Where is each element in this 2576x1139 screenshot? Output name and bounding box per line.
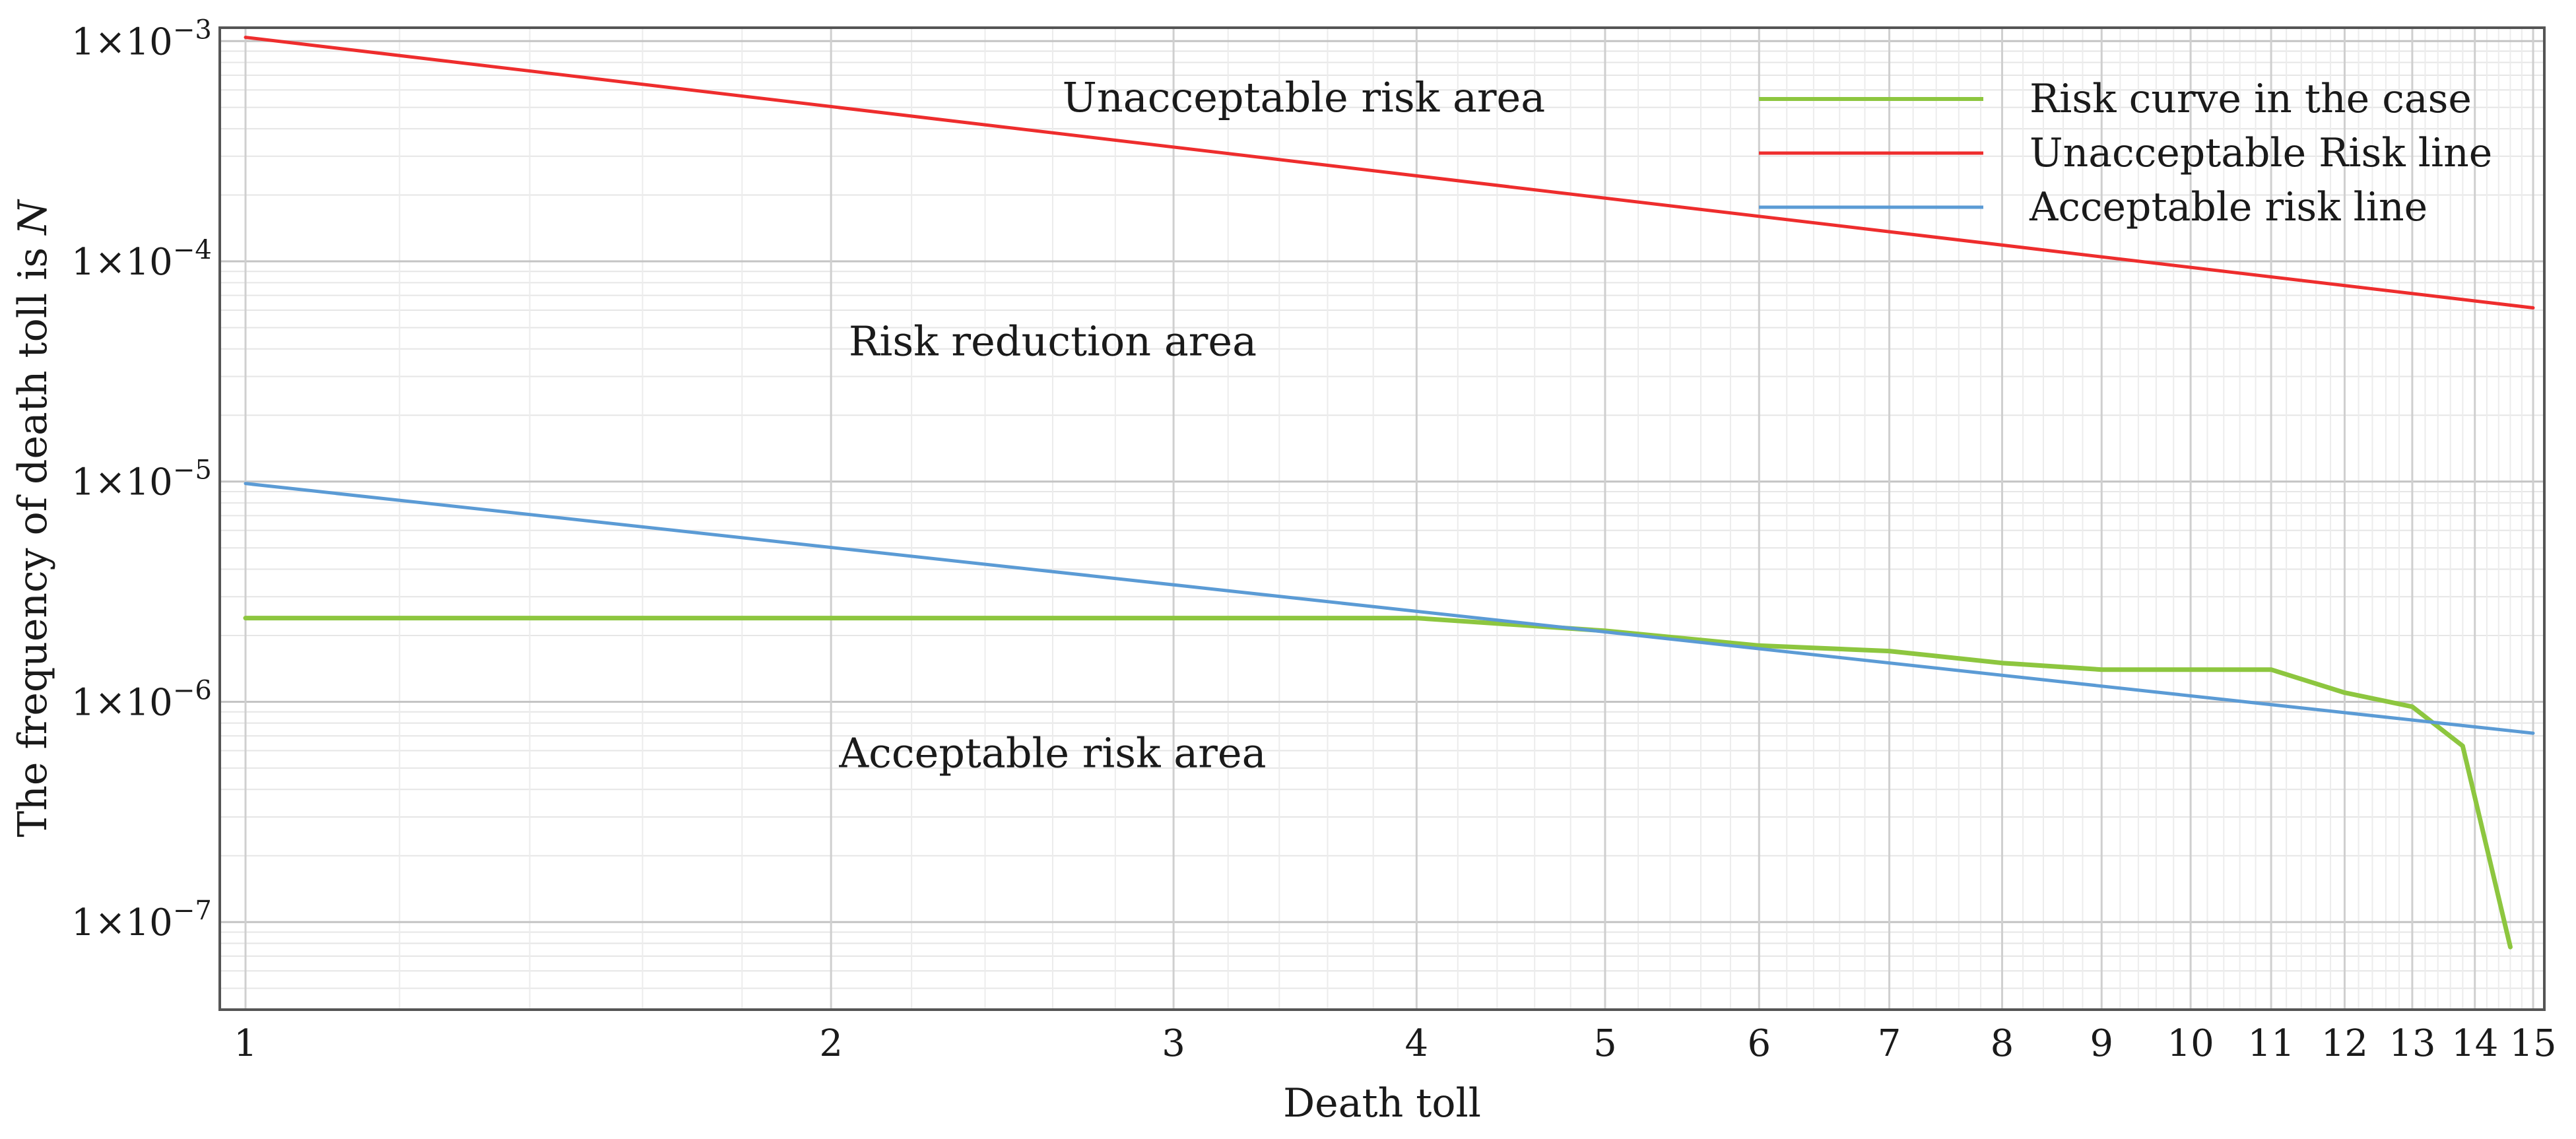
x-tick-label: 1	[234, 1022, 257, 1065]
x-tick-label: 4	[1404, 1022, 1428, 1065]
x-tick-label: 12	[2321, 1022, 2368, 1065]
x-tick-label: 7	[1878, 1022, 1901, 1065]
x-tick-label: 11	[2247, 1022, 2294, 1065]
annotation-layer: Unacceptable risk area Risk reduction are…	[838, 73, 1545, 777]
y-tick-label: 1×10−3	[71, 15, 212, 63]
series-line-2	[244, 36, 2535, 309]
series-line-3	[244, 482, 2535, 735]
x-tick-label: 15	[2509, 1022, 2556, 1065]
y-tick-label: 1×10−7	[71, 895, 212, 944]
y-tick-label: 1×10−4	[71, 235, 212, 284]
legend-label-2: Unacceptable Risk line	[2030, 130, 2492, 176]
x-tick-label: 2	[819, 1022, 843, 1065]
region-annotation: Unacceptable risk area	[1063, 73, 1546, 121]
legend-label-1: Risk curve in the case	[2030, 76, 2472, 122]
legend-label-3: Acceptable risk line	[2029, 184, 2427, 230]
x-axis-label: Death toll	[1283, 1080, 1481, 1126]
minor-gridlines	[220, 28, 2544, 1010]
series-layer	[243, 36, 2535, 950]
y-axis-label: The frequency of death toll is N	[10, 199, 56, 837]
y-tick-label: 1×10−5	[71, 455, 212, 504]
x-axis-ticks: 1 2 3 4 5 6 7 8 9 10 11 12 13 14 15	[234, 1022, 2557, 1065]
x-tick-label: 10	[2167, 1022, 2214, 1065]
x-tick-label: 8	[1991, 1022, 2014, 1065]
region-annotation: Acceptable risk area	[838, 729, 1266, 777]
x-tick-label: 5	[1593, 1022, 1617, 1065]
plot-frame	[218, 26, 2546, 1011]
y-axis-ticks: 1×10−3 1×10−4 1×10−5 1×10−6 1×10−7	[71, 15, 212, 944]
y-tick-label: 1×10−6	[71, 675, 212, 724]
region-annotation: Risk reduction area	[849, 317, 1257, 365]
x-tick-label: 14	[2451, 1022, 2498, 1065]
x-tick-label: 9	[2090, 1022, 2113, 1065]
x-tick-label: 13	[2389, 1022, 2435, 1065]
legend: Risk curve in the case Unacceptable Risk …	[1759, 76, 2492, 230]
x-tick-label: 3	[1162, 1022, 1185, 1065]
x-tick-label: 6	[1747, 1022, 1771, 1065]
major-gridlines	[220, 28, 2544, 1010]
